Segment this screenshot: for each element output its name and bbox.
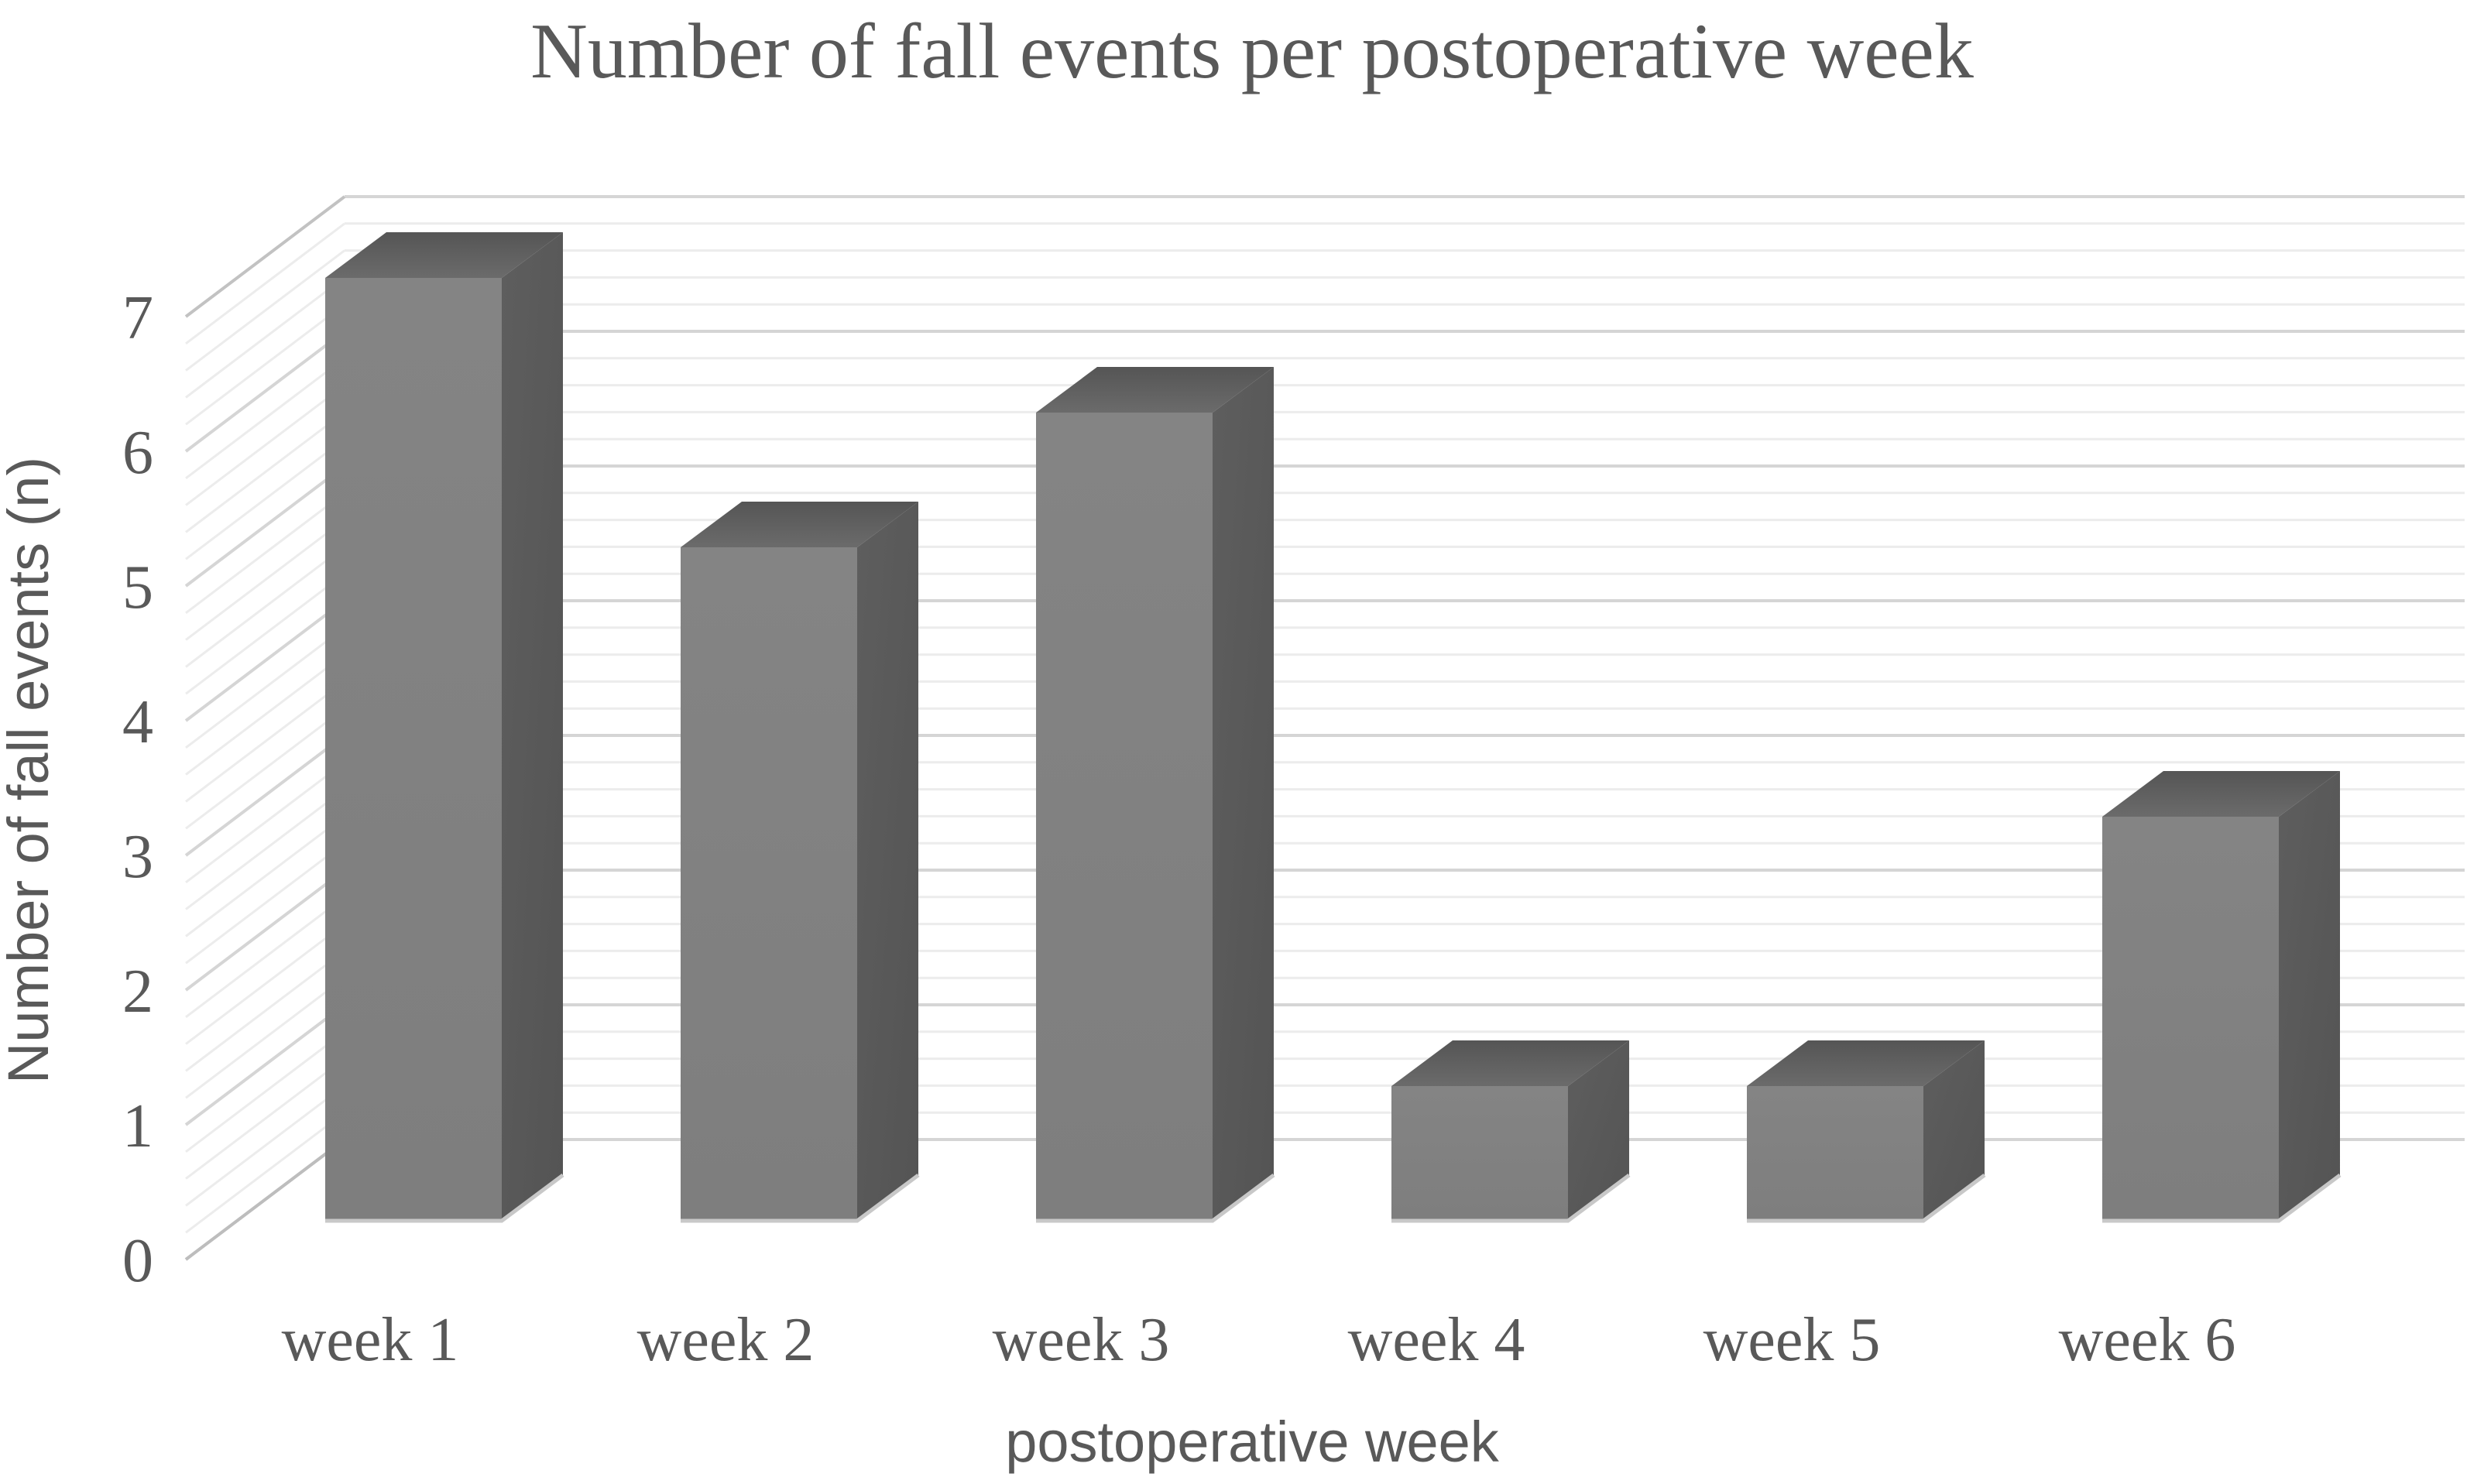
bar-bottom-edge	[1391, 1173, 1631, 1223]
bar-week-5	[1747, 1040, 1986, 1223]
wall-minor-hatch-line	[185, 896, 345, 1018]
wall-minor-hatch-line	[185, 653, 345, 776]
wall-minor-hatch-line	[185, 276, 345, 399]
wall-minor-hatch-line	[185, 303, 345, 426]
y-tick-label: 2	[122, 958, 153, 1026]
bar-front-face	[1391, 1086, 1568, 1221]
bar-side-face	[2279, 771, 2340, 1221]
wall-major-hatch-line	[184, 599, 346, 722]
wall-minor-hatch-line	[185, 1085, 345, 1207]
y-tick-label: 3	[122, 823, 153, 891]
x-category-label: week 2	[637, 1306, 815, 1374]
wall-minor-hatch-line	[185, 519, 345, 641]
wall-minor-hatch-line	[185, 923, 345, 1045]
wall-minor-hatch-line	[185, 1030, 345, 1153]
bar-side-face	[857, 502, 918, 1221]
bar-top-face	[1391, 1040, 1629, 1086]
wall-minor-hatch-line	[185, 357, 345, 479]
x-axis-category-labels: week 1 week 2 week 3 week 4 week 5 week 6	[282, 1306, 2236, 1374]
bar-week-6	[2102, 771, 2342, 1223]
wall-minor-hatch-line	[185, 788, 345, 910]
y-tick-label: 4	[122, 688, 153, 756]
y-axis-title: Number of fall events (n)	[0, 457, 60, 1084]
wall-minor-hatch-line	[185, 815, 345, 937]
wall-minor-hatch-line	[185, 222, 345, 344]
wall-minor-hatch-line	[185, 384, 345, 506]
bar-front-face	[2102, 817, 2279, 1221]
bar-top-face	[1036, 367, 1274, 413]
bar-bottom-edge	[681, 1173, 920, 1223]
x-category-label: week 6	[2059, 1306, 2236, 1374]
bar-front-face	[1747, 1086, 1923, 1221]
bar-front-face	[1036, 413, 1213, 1221]
bar-top-face	[2102, 771, 2340, 817]
bar-side-face	[502, 232, 563, 1221]
y-tick-label: 5	[122, 554, 153, 622]
wall-major-hatch-line	[184, 464, 346, 588]
bars	[325, 232, 2342, 1223]
wall-major-hatch-line	[184, 1003, 346, 1126]
bar-top-face	[325, 232, 563, 278]
bar-side-face	[1923, 1040, 1985, 1221]
bar-week-4	[1391, 1040, 1631, 1223]
x-axis-title: postoperative week	[1005, 1410, 1500, 1474]
wall-minor-hatch-line	[185, 626, 345, 749]
y-tick-label: 7	[122, 284, 153, 352]
wall-minor-hatch-line	[185, 249, 345, 372]
wall-minor-hatch-line	[185, 546, 345, 668]
wall-minor-hatch-line	[185, 1112, 345, 1234]
x-category-label: week 3	[993, 1306, 1170, 1374]
wall-minor-hatch-line	[185, 1057, 345, 1180]
wall-major-hatch-line	[184, 869, 346, 992]
bar-week-3	[1036, 367, 1275, 1223]
bar-bottom-edge	[2102, 1173, 2342, 1223]
y-tick-label: 0	[122, 1227, 153, 1295]
bar-week-2	[681, 502, 920, 1223]
bar-side-face	[1213, 367, 1274, 1221]
bar-bottom-edge	[325, 1173, 564, 1223]
wall-minor-hatch-line	[185, 842, 345, 965]
wall-major-hatch-line	[184, 734, 346, 857]
wall-minor-hatch-line	[185, 573, 345, 695]
wall-major-hatch-line	[184, 330, 346, 453]
floor-left-edge	[184, 1138, 346, 1261]
y-tick-label: 1	[122, 1092, 153, 1160]
bar-top-face	[681, 502, 918, 547]
bar-bottom-edge	[1747, 1173, 1986, 1223]
wall-major-hatch-line	[184, 195, 346, 318]
bar-side-face	[1568, 1040, 1629, 1221]
bar-top-face	[1747, 1040, 1985, 1086]
left-wall-hatch	[184, 195, 346, 1261]
x-category-label: week 4	[1348, 1306, 1525, 1374]
bar-week-1	[325, 232, 564, 1223]
wall-minor-hatch-line	[185, 977, 345, 1099]
wall-minor-hatch-line	[185, 680, 345, 803]
y-axis-tick-labels: 0 1 2 3 4 5 6 7	[122, 284, 153, 1295]
wall-minor-hatch-line	[185, 492, 345, 614]
wall-minor-hatch-line	[185, 761, 345, 883]
bar-front-face	[325, 278, 502, 1221]
x-category-label: week 1	[282, 1306, 459, 1374]
wall-minor-hatch-line	[185, 708, 345, 830]
wall-minor-hatch-line	[185, 411, 345, 533]
bar-front-face	[681, 547, 857, 1221]
wall-minor-hatch-line	[185, 950, 345, 1072]
chart-title: Number of fall events per postoperative …	[530, 8, 1974, 95]
x-category-label: week 5	[1703, 1306, 1881, 1374]
wall-minor-hatch-line	[185, 438, 345, 560]
y-tick-label: 6	[122, 419, 153, 487]
bar-bottom-edge	[1036, 1173, 1275, 1223]
